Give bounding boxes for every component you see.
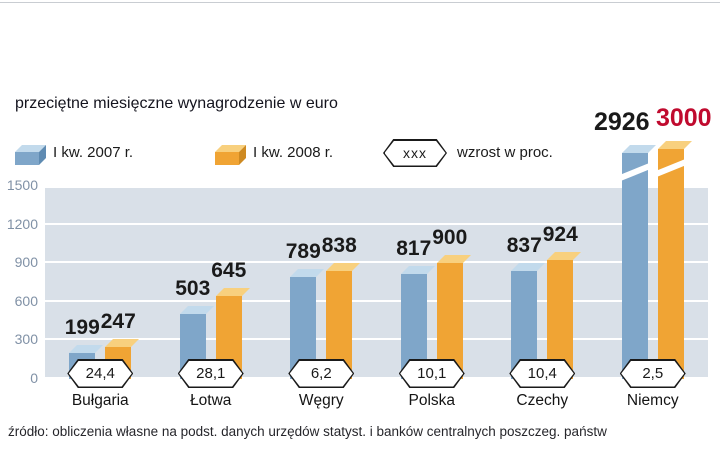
bar-top-face-0-2 <box>290 269 325 277</box>
bar-Ikw2008r-5 <box>657 149 684 379</box>
growth-badge-5: 2,5 <box>619 359 686 388</box>
gridline-1200 <box>45 222 708 225</box>
gridline-900 <box>45 261 708 264</box>
value-label-1-4: 924 <box>542 223 578 246</box>
legend-growth-label: wzrost w proc. <box>457 144 553 161</box>
gridline-0 <box>45 377 708 379</box>
bar-top-face-0-1 <box>179 306 214 314</box>
value-label-0-3: 817 <box>396 237 432 260</box>
gridline-300 <box>45 338 708 341</box>
legend-swatch-2008-icon <box>215 145 246 165</box>
y-tick-label-1500: 1500 <box>6 177 38 193</box>
value-label-1-0: 247 <box>100 310 136 333</box>
growth-badge-2: 6,2 <box>288 359 355 388</box>
swatch-top-face <box>15 145 46 152</box>
country-label-0: Bułgaria <box>71 392 129 409</box>
value-label-1-3: 900 <box>432 226 468 249</box>
swatch-side-face <box>39 145 46 165</box>
bar-top-face-1-0 <box>105 339 140 347</box>
plot-area <box>45 141 708 379</box>
legend-label-2008: I kw. 2008 r. <box>253 144 334 161</box>
value-label-0-0: 199 <box>64 316 100 339</box>
value-label-0-5: 2926 <box>593 108 650 136</box>
growth-badge-value-5: 2,5 <box>621 360 685 387</box>
swatch-front-face <box>15 152 39 165</box>
value-label-0-2: 789 <box>285 240 321 263</box>
bar-top-face-0-4 <box>511 263 546 271</box>
gridline-1500 <box>45 186 708 188</box>
legend-growth-hexagon-icon: xxx <box>383 139 447 167</box>
country-label-1: Łotwa <box>190 392 232 409</box>
growth-badge-0: 24,4 <box>67 359 134 388</box>
growth-badge-value-2: 6,2 <box>289 360 353 387</box>
swatch-front-face <box>215 152 239 165</box>
gridline-600 <box>45 299 708 302</box>
country-label-3: Polska <box>408 392 456 409</box>
legend-swatch-2007-icon <box>15 145 46 165</box>
value-label-1-5: 3000 <box>655 104 712 132</box>
bar-top-face-0-3 <box>400 266 435 274</box>
value-label-0-4: 837 <box>506 234 542 257</box>
growth-badge-value-1: 28,1 <box>179 360 243 387</box>
y-tick-label-600: 600 <box>14 292 38 309</box>
value-label-0-1: 503 <box>175 277 211 300</box>
bar-Ikw2007r-5 <box>621 153 648 379</box>
country-label-4: Czechy <box>516 392 569 409</box>
country-label-5: Niemcy <box>626 392 679 409</box>
bar-top-face-0-0 <box>69 345 104 353</box>
swatch-side-face <box>239 145 246 165</box>
growth-badge-1: 28,1 <box>177 359 244 388</box>
legend: I kw. 2007 r. I kw. 2008 r. xxx wzrost w… <box>15 138 715 170</box>
value-label-1-2: 838 <box>321 234 357 257</box>
y-tick-label-900: 900 <box>14 254 38 271</box>
legend-label-2007: I kw. 2007 r. <box>53 144 134 161</box>
y-tick-label-300: 300 <box>14 331 38 348</box>
y-tick-label-0: 0 <box>30 370 38 386</box>
top-divider <box>0 2 720 3</box>
growth-badge-value-0: 24,4 <box>68 360 132 387</box>
y-tick-label-1200: 1200 <box>6 215 38 232</box>
chart-title: przeciętne miesięczne wynagrodzenie w eu… <box>15 95 338 112</box>
value-label-1-1: 645 <box>211 259 247 282</box>
country-label-2: Węgry <box>298 392 344 409</box>
legend-growth-symbol: xxx <box>384 140 446 166</box>
source-note: źródło: obliczenia własne na podst. dany… <box>8 424 607 439</box>
growth-badge-3: 10,1 <box>398 359 465 388</box>
bar-top-face-1-2 <box>326 263 361 271</box>
growth-badge-value-4: 10,4 <box>510 360 574 387</box>
swatch-top-face <box>215 145 246 152</box>
growth-badge-value-3: 10,1 <box>400 360 464 387</box>
growth-badge-4: 10,4 <box>509 359 576 388</box>
